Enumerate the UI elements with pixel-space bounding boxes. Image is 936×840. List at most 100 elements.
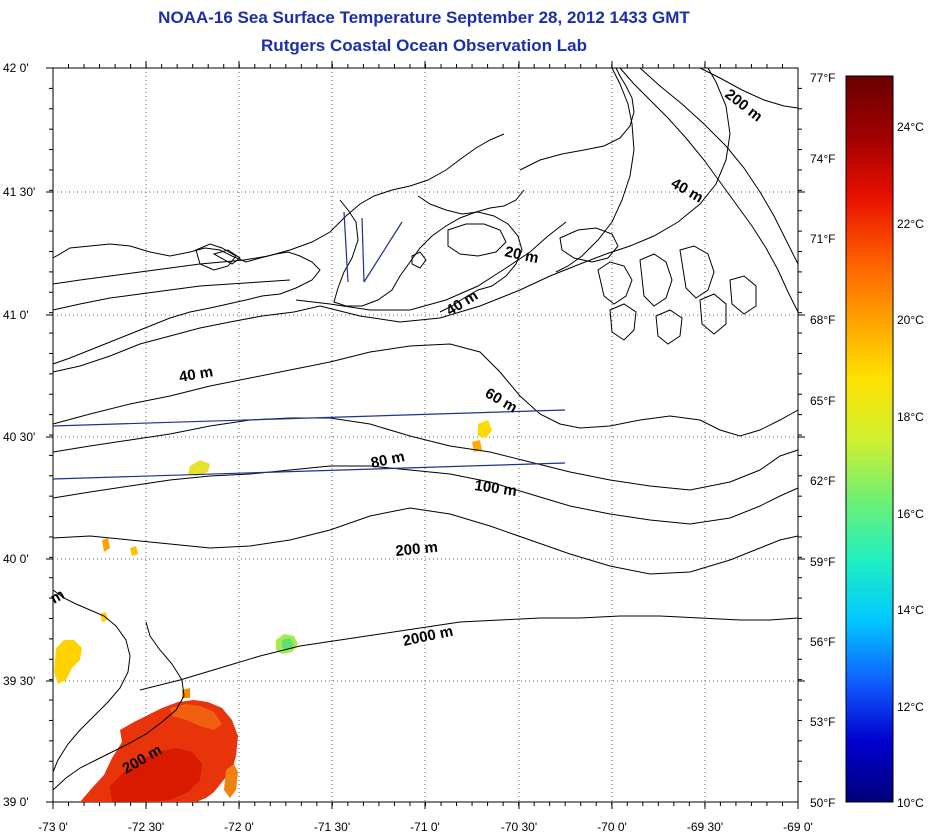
colorbar	[845, 75, 894, 803]
contour-200m-sw	[52, 621, 185, 791]
x-tick-label: -70 0'	[597, 820, 627, 834]
coastline-nj-coast	[52, 589, 131, 773]
x-tick-label: -72 0'	[224, 820, 254, 834]
depth-label-200m: 200 m	[395, 539, 439, 560]
colorbar-c-label: 14°C	[897, 603, 924, 617]
contour-200m	[52, 507, 799, 575]
coastline-block-island	[411, 251, 427, 269]
x-tick-label: -71 30'	[314, 820, 350, 834]
depth-label-40m-li: 40 m	[178, 363, 215, 386]
coastlines	[52, 67, 757, 773]
sst-small-patch-6	[100, 612, 108, 622]
sst-warm-edge	[170, 704, 222, 730]
track-line-ri-2	[361, 217, 365, 283]
contour-200m-ne	[619, 67, 799, 313]
y-tick-label: 41 30'	[3, 185, 35, 199]
coastline-islands-1	[195, 243, 237, 271]
sst-green-core	[282, 638, 294, 650]
depth-label-20m: 20 m	[503, 243, 540, 267]
coastline-connecticut	[52, 133, 505, 285]
x-tick-label: -69 30'	[687, 820, 723, 834]
y-tick-label: 40 0'	[3, 552, 29, 566]
y-axis-labels: 42 0' 41 30' 41 0' 40 30' 40 0' 39 30' 3…	[3, 61, 35, 809]
coastline-islands-2	[212, 249, 241, 265]
y-tick-label: 41 0'	[3, 308, 29, 322]
map-title: NOAA-16 Sea Surface Temperature Septembe…	[158, 8, 690, 27]
plot-frame	[52, 67, 799, 803]
track-line-ri-1	[343, 211, 349, 283]
contour-2000m	[139, 615, 799, 691]
x-tick-label: -70 30'	[501, 820, 537, 834]
coastline-shoals-4	[609, 303, 637, 341]
contour-100m	[52, 465, 799, 525]
coastline-shoals-7	[729, 275, 757, 315]
colorbar-c-label: 22°C	[897, 217, 924, 231]
coastline-cape-outer	[555, 67, 635, 273]
depth-label-100m: 100 m	[473, 477, 517, 500]
bathymetry-contours	[52, 67, 799, 791]
colorbar-f-label: 50°F	[810, 796, 835, 810]
sst-small-patch-3	[188, 460, 210, 476]
coastline-long-island	[52, 243, 321, 365]
colorbar-fahrenheit-labels: 77°F 74°F 71°F 68°F 65°F 62°F 59°F 56°F …	[810, 71, 835, 810]
contour-40m-ne	[319, 253, 607, 323]
sst-small-patch-4	[102, 538, 110, 552]
contour-20m-ri	[295, 221, 567, 311]
y-tick-label: 39 30'	[3, 674, 35, 688]
y-tick-label: 39 0'	[3, 795, 29, 809]
coastline-shoals-6	[699, 293, 727, 335]
contour-40m-georges	[605, 67, 731, 255]
colorbar-f-label: 62°F	[810, 474, 835, 488]
x-tick-label: -69 0'	[783, 820, 813, 834]
colorbar-f-label: 77°F	[810, 71, 835, 85]
sst-yellow-patch	[54, 640, 82, 684]
contour-40m-li	[52, 305, 321, 373]
map-subtitle: Rutgers Coastal Ocean Observation Lab	[261, 36, 587, 55]
contour-gulf-maine	[699, 67, 799, 109]
coastline-rhode-island	[333, 189, 525, 307]
sst-warm-core	[110, 748, 202, 802]
colorbar-f-label: 56°F	[810, 635, 835, 649]
track-line-lower	[52, 462, 566, 480]
depth-label-80m: 80 m	[369, 448, 406, 472]
colorbar-f-label: 68°F	[810, 313, 835, 327]
contour-inner-li	[52, 279, 291, 311]
x-axis-labels: -73 0' -72 30' -72 0' -71 30' -71 0' -70…	[38, 820, 813, 834]
sst-small-patch-5	[130, 546, 138, 556]
x-tick-label: -72 30'	[128, 820, 164, 834]
track-line-upper	[52, 409, 566, 427]
y-tick-label: 40 30'	[3, 430, 35, 444]
coastline-shoals-5	[655, 309, 683, 345]
colorbar-c-label: 24°C	[897, 120, 924, 134]
colorbar-c-label: 16°C	[897, 507, 924, 521]
sst-patches	[54, 420, 492, 802]
coastline-shoals-1	[597, 261, 633, 305]
sst-small-patch-2	[472, 440, 482, 452]
colorbar-celsius-labels: 24°C 22°C 20°C 18°C 16°C 14°C 12°C 10°C	[897, 120, 924, 810]
colorbar-f-label: 65°F	[810, 394, 835, 408]
minor-tick-marks	[49, 64, 802, 806]
sst-small-patch-1	[478, 420, 492, 438]
coastline-buzzards	[417, 195, 523, 313]
coastline-shoals-3	[679, 245, 715, 299]
x-tick-label: -73 0'	[38, 820, 68, 834]
satellite-tracks	[52, 211, 566, 480]
contour-80m	[52, 417, 799, 491]
colorbar-c-label: 10°C	[897, 796, 924, 810]
coastline-marthas-vineyard	[447, 223, 507, 257]
sst-warm-spot	[224, 764, 238, 798]
colorbar-f-label: 53°F	[810, 715, 835, 729]
track-line-ri-3	[363, 221, 403, 283]
colorbar-c-label: 12°C	[897, 700, 924, 714]
y-tick-label: 42 0'	[3, 61, 29, 75]
colorbar-f-label: 59°F	[810, 555, 835, 569]
colorbar-c-label: 20°C	[897, 313, 924, 327]
colorbar-f-label: 74°F	[810, 152, 835, 166]
coastline-cape-cod	[519, 67, 635, 171]
coastline-shoals-2	[639, 253, 673, 307]
contour-60m	[52, 343, 799, 437]
colorbar-f-label: 71°F	[810, 232, 835, 246]
x-tick-label: -71 0'	[410, 820, 440, 834]
colorbar-c-label: 18°C	[897, 410, 924, 424]
